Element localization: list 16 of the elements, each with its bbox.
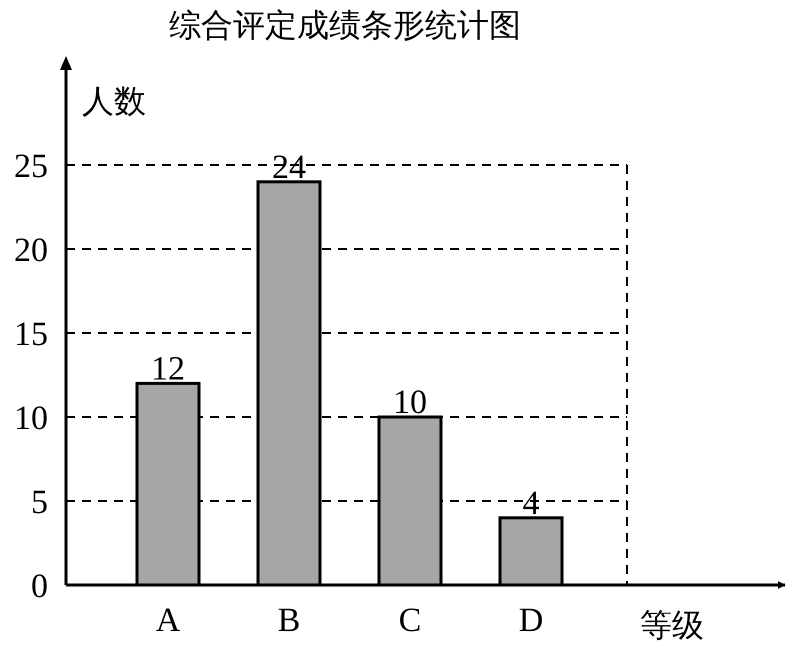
x-tick-label: C bbox=[398, 602, 422, 639]
x-axis-title: 等级 bbox=[640, 607, 704, 643]
y-tick-label: 10 bbox=[14, 400, 48, 437]
y-tick-label: 0 bbox=[31, 568, 48, 605]
data-label: 12 bbox=[151, 350, 185, 388]
data-label: 10 bbox=[393, 384, 427, 421]
y-tick-label: 25 bbox=[14, 148, 48, 185]
y-tick-label: 20 bbox=[14, 232, 48, 269]
x-tick-label: B bbox=[278, 602, 300, 639]
x-tick-label: D bbox=[518, 602, 544, 639]
y-tick-label: 15 bbox=[14, 316, 48, 353]
y-tick-label: 5 bbox=[31, 484, 48, 521]
data-label: 24 bbox=[272, 148, 306, 186]
x-tick-label: A bbox=[156, 602, 181, 639]
y-axis-title: 人数 bbox=[82, 83, 146, 119]
chart-title: 综合评定成绩条形统计图 bbox=[169, 7, 521, 43]
